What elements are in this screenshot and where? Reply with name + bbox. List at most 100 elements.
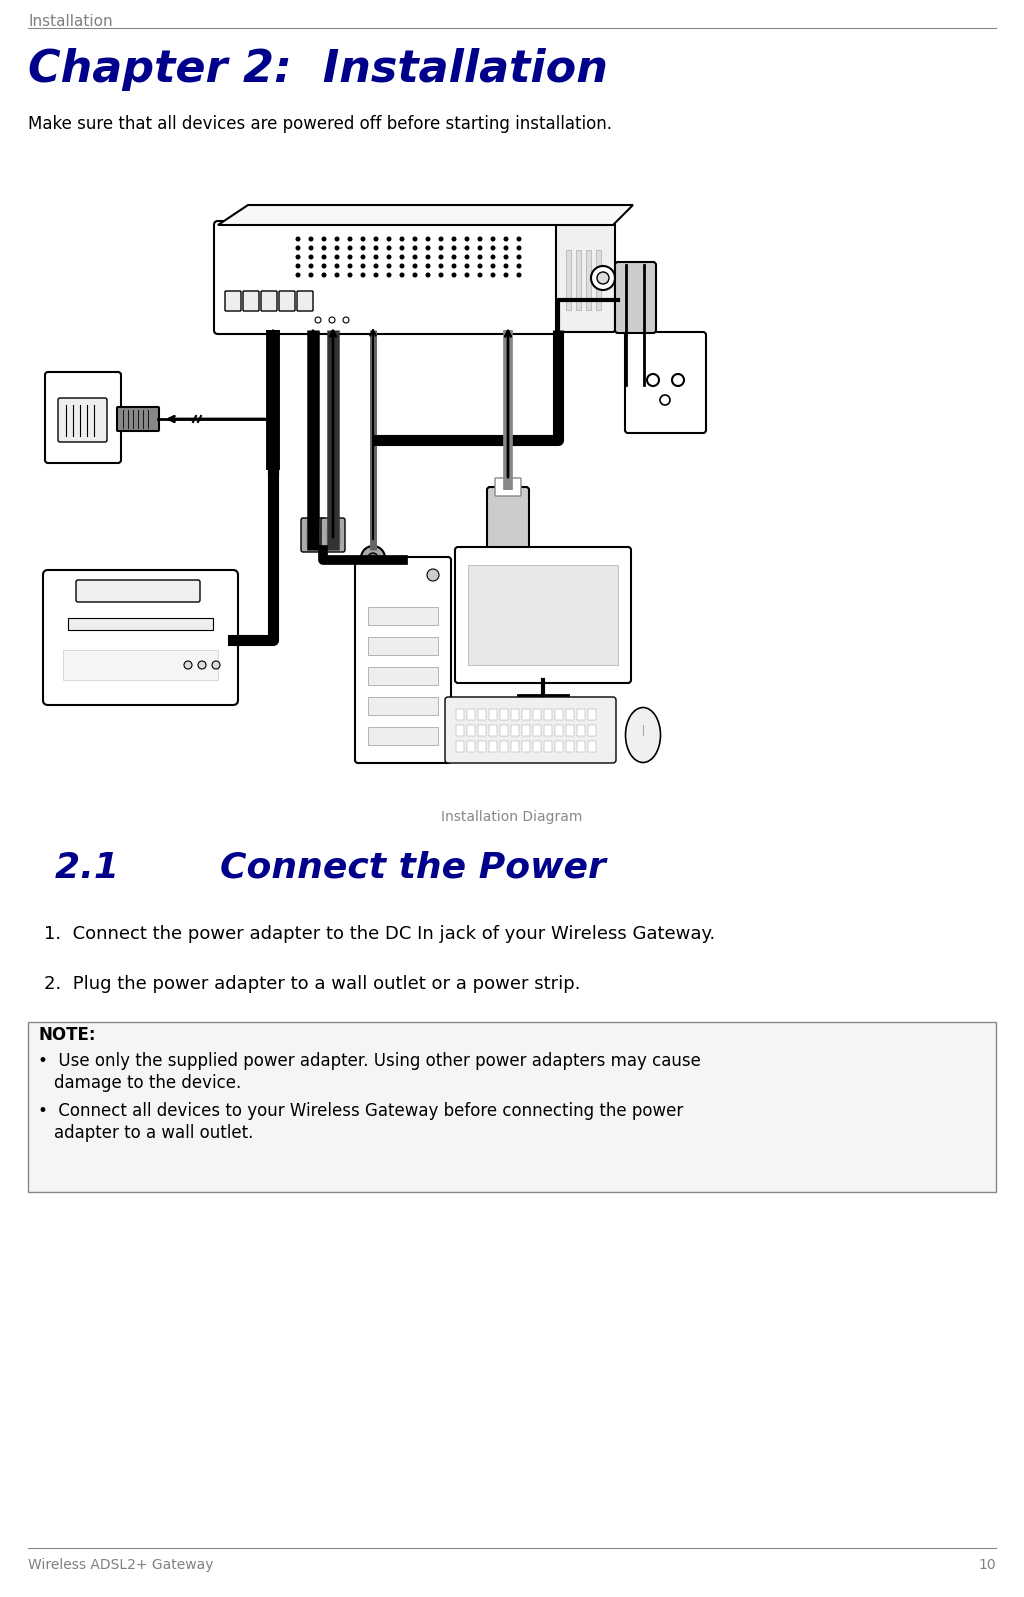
Circle shape: [323, 264, 326, 268]
Bar: [544, 709, 552, 720]
Text: adapter to a wall outlet.: adapter to a wall outlet.: [54, 1124, 253, 1142]
Text: NOTE:: NOTE:: [38, 1025, 95, 1044]
Circle shape: [492, 238, 495, 241]
Circle shape: [309, 256, 312, 259]
Circle shape: [309, 264, 312, 268]
Circle shape: [296, 246, 300, 249]
Bar: [68, 618, 213, 629]
Bar: [577, 741, 585, 752]
FancyBboxPatch shape: [261, 291, 278, 311]
Circle shape: [492, 264, 495, 268]
Circle shape: [426, 246, 430, 249]
Circle shape: [374, 264, 378, 268]
Text: Installation: Installation: [28, 14, 113, 29]
FancyBboxPatch shape: [45, 372, 121, 463]
Circle shape: [387, 246, 391, 249]
Circle shape: [335, 273, 339, 276]
Bar: [467, 725, 475, 736]
Circle shape: [478, 238, 482, 241]
Bar: [368, 727, 438, 744]
Circle shape: [492, 246, 495, 249]
Circle shape: [517, 238, 521, 241]
Circle shape: [400, 238, 403, 241]
Circle shape: [453, 246, 456, 249]
FancyBboxPatch shape: [455, 548, 631, 684]
Bar: [566, 251, 571, 310]
Text: •  Connect all devices to your Wireless Gateway before connecting the power: • Connect all devices to your Wireless G…: [38, 1102, 683, 1119]
FancyBboxPatch shape: [243, 291, 259, 311]
Circle shape: [387, 238, 391, 241]
Text: 2.  Plug the power adapter to a wall outlet or a power strip.: 2. Plug the power adapter to a wall outl…: [44, 976, 581, 993]
Bar: [63, 650, 218, 680]
Circle shape: [414, 256, 417, 259]
Text: Installation Diagram: Installation Diagram: [441, 810, 583, 824]
Bar: [588, 709, 596, 720]
Bar: [566, 725, 574, 736]
Circle shape: [400, 246, 403, 249]
Circle shape: [387, 256, 391, 259]
Bar: [588, 725, 596, 736]
Text: Wireless ADSL2+ Gateway: Wireless ADSL2+ Gateway: [28, 1559, 213, 1571]
Circle shape: [492, 273, 495, 276]
Circle shape: [323, 246, 326, 249]
Circle shape: [198, 661, 206, 669]
FancyBboxPatch shape: [355, 557, 451, 763]
Circle shape: [439, 256, 442, 259]
Circle shape: [478, 246, 482, 249]
Circle shape: [439, 246, 442, 249]
Circle shape: [400, 264, 403, 268]
FancyBboxPatch shape: [625, 332, 706, 433]
Circle shape: [361, 256, 365, 259]
Bar: [456, 725, 464, 736]
Circle shape: [361, 238, 365, 241]
Text: Chapter 2:  Installation: Chapter 2: Installation: [28, 48, 608, 91]
Bar: [555, 741, 563, 752]
Bar: [467, 709, 475, 720]
Circle shape: [439, 238, 442, 241]
Circle shape: [504, 256, 508, 259]
FancyBboxPatch shape: [214, 220, 562, 334]
FancyBboxPatch shape: [306, 529, 319, 541]
Ellipse shape: [626, 707, 660, 762]
Circle shape: [361, 546, 385, 570]
Bar: [456, 709, 464, 720]
Circle shape: [184, 661, 193, 669]
Bar: [368, 607, 438, 624]
Circle shape: [296, 273, 300, 276]
FancyBboxPatch shape: [326, 529, 340, 541]
Circle shape: [414, 273, 417, 276]
Bar: [368, 668, 438, 685]
Bar: [566, 709, 574, 720]
FancyBboxPatch shape: [301, 517, 325, 553]
Circle shape: [296, 264, 300, 268]
Bar: [368, 696, 438, 715]
FancyBboxPatch shape: [556, 224, 615, 332]
Bar: [544, 725, 552, 736]
Bar: [534, 725, 541, 736]
Circle shape: [427, 569, 439, 581]
Circle shape: [672, 374, 684, 386]
FancyBboxPatch shape: [28, 1022, 996, 1191]
FancyBboxPatch shape: [487, 487, 529, 583]
Bar: [489, 725, 497, 736]
Circle shape: [414, 264, 417, 268]
Circle shape: [335, 264, 339, 268]
Bar: [596, 251, 601, 310]
FancyBboxPatch shape: [58, 398, 106, 442]
Circle shape: [426, 238, 430, 241]
Bar: [489, 741, 497, 752]
Bar: [456, 741, 464, 752]
Circle shape: [426, 256, 430, 259]
Bar: [544, 741, 552, 752]
Bar: [478, 741, 486, 752]
Circle shape: [374, 256, 378, 259]
Circle shape: [348, 246, 352, 249]
Circle shape: [597, 271, 609, 284]
Circle shape: [309, 246, 312, 249]
Circle shape: [439, 264, 442, 268]
Circle shape: [323, 238, 326, 241]
Bar: [577, 725, 585, 736]
Circle shape: [439, 273, 442, 276]
Bar: [586, 251, 591, 310]
Circle shape: [361, 264, 365, 268]
